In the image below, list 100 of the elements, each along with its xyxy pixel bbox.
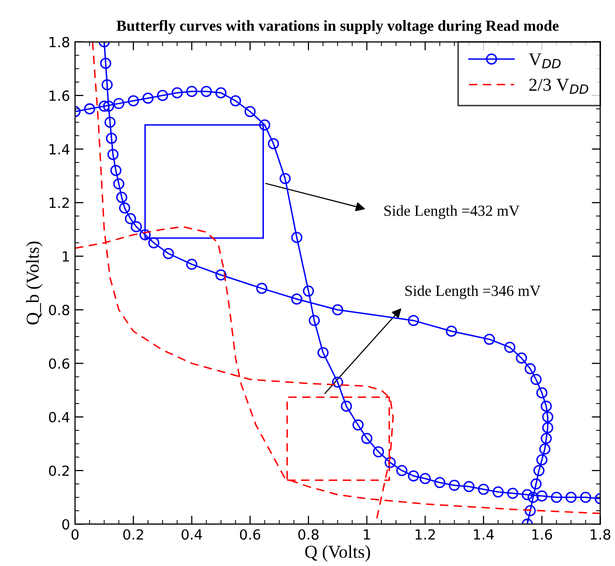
point: [504, 342, 516, 353]
point: [340, 400, 352, 412]
x-tick-label: 1: [364, 529, 370, 540]
point: [540, 432, 552, 444]
point: [580, 492, 592, 503]
point: [536, 454, 548, 466]
point: [186, 86, 198, 98]
x-tick-label: 0.2: [123, 529, 144, 540]
x-tick-label: 1.6: [532, 529, 552, 540]
x-tick-label: 0.6: [240, 529, 260, 540]
chart-title: Butterfly curves with varations in supply voltage during Read mode: [116, 20, 559, 34]
annotation: Side Length =432 mV: [384, 205, 520, 220]
x-tick-label: 1.2: [416, 529, 435, 540]
point: [484, 334, 495, 345]
point: [100, 58, 112, 69]
point: [107, 148, 119, 160]
point: [352, 419, 364, 431]
point: [291, 232, 302, 244]
point: [524, 363, 536, 374]
y-tick-label: 0.2: [48, 466, 69, 476]
point: [110, 164, 122, 176]
point: [280, 172, 291, 184]
point: [215, 87, 226, 98]
point: [84, 103, 96, 114]
point: [408, 314, 420, 326]
y-tick-label: 0.4: [48, 412, 70, 422]
point: [259, 119, 270, 130]
point: [530, 478, 542, 490]
y-tick-label: 0: [62, 519, 70, 530]
point: [113, 98, 124, 110]
point: [446, 326, 457, 337]
point: [478, 484, 490, 495]
point: [124, 213, 136, 224]
point: [148, 237, 160, 248]
point: [384, 456, 396, 468]
point: [302, 285, 314, 297]
point: [536, 490, 548, 502]
point: [408, 470, 420, 482]
point: [396, 464, 408, 476]
point: [539, 444, 550, 455]
y-tick-label: 0.6: [48, 358, 70, 369]
point: [507, 488, 518, 499]
y-tick-label: 1.8: [50, 36, 70, 48]
annotation: Side Length =346 mV: [405, 285, 541, 300]
y-tick-label: 1.6: [50, 90, 70, 101]
point: [244, 106, 256, 118]
point: [162, 248, 174, 260]
y-tick-label: 0.8: [48, 304, 70, 316]
point: [128, 95, 139, 106]
point: [361, 432, 372, 444]
point: [172, 87, 183, 98]
point: [524, 505, 536, 516]
point: [536, 387, 548, 398]
point: [308, 314, 320, 326]
y-axis-title: Q_b (Volts): [26, 242, 43, 324]
point: [550, 492, 562, 503]
point: [157, 90, 168, 102]
point: [420, 473, 431, 484]
point: [566, 492, 577, 503]
point: [104, 116, 116, 128]
point: [448, 480, 460, 491]
point: [542, 422, 554, 434]
point: [130, 221, 142, 232]
point: [492, 486, 504, 498]
point: [142, 92, 154, 104]
point: [186, 258, 198, 270]
point: [119, 202, 130, 214]
x-tick-label: 0.4: [182, 529, 202, 540]
point: [434, 477, 446, 488]
point: [542, 411, 554, 423]
point: [98, 100, 110, 112]
legend-label: V$_{DD}$: [528, 53, 561, 68]
point: [332, 304, 344, 316]
point: [528, 492, 539, 503]
legend-label: 2/3 V$_{DD}$: [529, 78, 588, 94]
point: [463, 481, 474, 492]
point: [215, 269, 226, 281]
point: [200, 86, 212, 98]
x-tick-label: 0.8: [298, 529, 319, 540]
y-tick-label: 1: [62, 251, 69, 262]
point: [106, 132, 118, 144]
point: [522, 489, 533, 500]
point: [140, 229, 151, 240]
point: [113, 178, 124, 190]
point: [291, 294, 302, 305]
x-tick-label: 1.4: [474, 529, 494, 540]
point: [530, 374, 542, 385]
point: [230, 95, 242, 106]
y-tick-label: 1.2: [50, 198, 69, 208]
point: [317, 347, 329, 358]
point: [540, 400, 552, 412]
point: [372, 446, 384, 458]
point: [516, 352, 528, 364]
y-tick-label: 1.4: [50, 144, 70, 154]
point: [103, 100, 114, 112]
point: [268, 138, 279, 150]
point: [116, 192, 128, 203]
point: [102, 79, 113, 90]
point: [332, 376, 344, 388]
x-axis-title: Q (Volts): [305, 545, 370, 562]
